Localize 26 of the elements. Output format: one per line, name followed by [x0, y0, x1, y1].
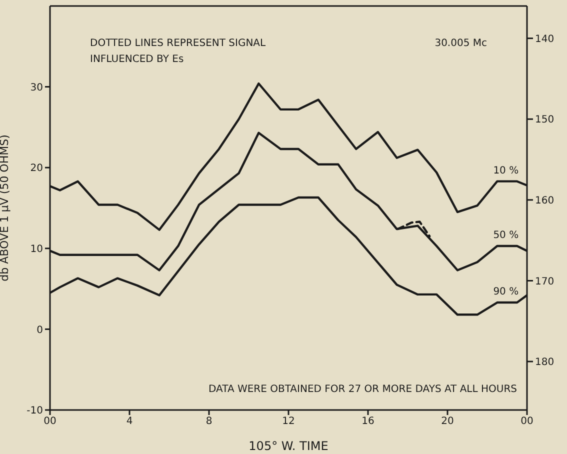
- y-tick-label: -10: [26, 406, 43, 417]
- y-tick-label: 10: [30, 244, 43, 255]
- y2-tick-label: 140: [535, 34, 554, 45]
- x-tick-label: 4: [126, 416, 133, 428]
- x-tick-label: 12: [282, 416, 295, 428]
- x-axis-title: 105° W. TIME: [248, 439, 328, 453]
- y-tick-label: 0: [36, 324, 43, 336]
- x-tick-label: 16: [362, 416, 374, 428]
- y-tick-label: 30: [30, 82, 43, 94]
- annotation: DATA WERE OBTAINED FOR 27 OR MORE DAYS AT ALL HOURS: [208, 384, 517, 395]
- y2-tick-label: 180: [535, 357, 554, 368]
- x-tick-label: 20: [441, 416, 454, 428]
- line-series: [396, 220, 431, 238]
- y-tick-label: 20: [30, 163, 43, 174]
- y2-tick-label: 170: [535, 276, 554, 288]
- series-label: 90 %: [493, 286, 519, 298]
- annotation: DOTTED LINES REPRESENT SIGNAL INFLUENCED BY Es: [90, 38, 266, 65]
- y2-tick-label: 160: [535, 195, 554, 206]
- x-tick-label: 8: [206, 416, 212, 428]
- x-tick-label: 00: [44, 416, 56, 428]
- series-label: 50 %: [493, 230, 519, 241]
- annotation: 30.005 Mc: [434, 38, 487, 49]
- series-label: 10 %: [493, 165, 519, 176]
- x-tick-label: 00: [520, 416, 534, 428]
- y2-tick-label: 150: [535, 114, 554, 126]
- y-axis-title: db ABOVE 1 µV (50 OHMS): [0, 134, 11, 282]
